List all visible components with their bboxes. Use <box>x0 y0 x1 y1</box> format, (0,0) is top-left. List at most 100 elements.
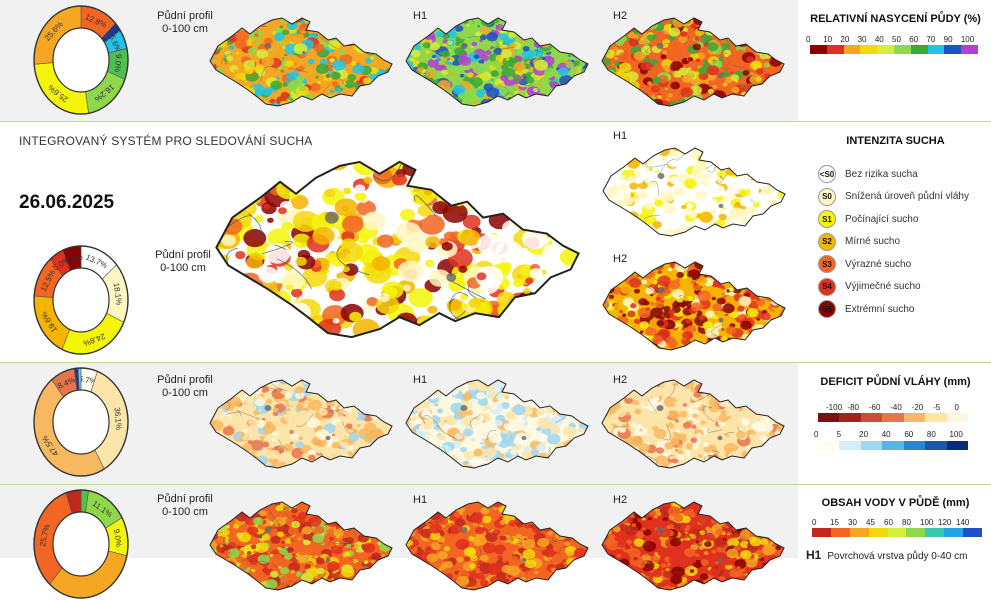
saturation-map-h2 <box>601 17 785 107</box>
deficit-positive-ticks: 0 5 20 40 60 80 100 <box>814 430 972 439</box>
h1-label: H1 <box>413 10 428 22</box>
scale-tick-label: 120 <box>938 518 952 527</box>
water-color-scale <box>812 528 983 537</box>
deficit-map-profile <box>209 379 393 469</box>
scale-color-swatch <box>925 528 945 537</box>
donut-chart-water: 11.1%9.0%25.7% <box>33 489 129 599</box>
scale-tick-label: 90 <box>943 35 953 44</box>
row-separator <box>798 362 991 363</box>
saturation-map-h1 <box>405 17 589 107</box>
water-map-h1 <box>405 501 589 591</box>
scale-tick-label: -40 <box>890 403 902 412</box>
drought-level-label: Snížená úroveň půdní vláhy <box>845 191 969 203</box>
scale-color-swatch <box>963 528 983 537</box>
donut-chart-deficit: 5.7%36.1%47.5%8.4% <box>33 367 129 477</box>
water-map-h2 <box>601 501 785 591</box>
legend-footer-code: H1 <box>806 548 822 562</box>
drought-level-badge: S2 <box>818 232 836 251</box>
scale-color-swatch <box>906 528 926 537</box>
drought-map-h2 <box>602 261 786 351</box>
profile-label: Půdní profil 0-100 cm <box>155 249 211 274</box>
scale-tick-label: 80 <box>902 518 911 527</box>
donut-chart-drought: 13.7%18.1%24.8%19.6%12.5%5.0%6.3% <box>33 245 129 355</box>
drought-level-badge: S4 <box>818 277 836 296</box>
scale-tick-label: 140 <box>956 518 970 527</box>
scale-color-swatch <box>910 45 928 54</box>
scale-color-swatch <box>903 413 926 422</box>
scale-color-swatch <box>826 45 844 54</box>
drought-level-label: Mírné sucho <box>845 236 901 248</box>
scale-color-swatch <box>860 45 878 54</box>
scale-tick-label: 50 <box>892 35 901 44</box>
drought-level-label: Extrémní sucho <box>845 303 915 315</box>
scale-color-swatch <box>830 528 850 537</box>
deficit-positive-scale <box>818 441 968 450</box>
scale-color-swatch <box>849 528 869 537</box>
scale-color-swatch <box>818 441 840 450</box>
scale-tick-label: 40 <box>881 430 891 439</box>
scale-color-swatch <box>818 413 840 422</box>
scale-tick-label: 60 <box>884 518 893 527</box>
drought-level-badge: S3 <box>818 255 836 274</box>
water-scale-ticks: 0 15 30 45 60 80 100 120 140 <box>812 518 974 527</box>
scale-tick-label: 0 <box>954 403 959 412</box>
row-separator <box>0 484 991 485</box>
scale-tick-label: 100 <box>960 35 975 44</box>
drought-legend-item: S4 Výjimečné sucho <box>818 276 969 299</box>
deficit-negative-ticks: -100 -80 -60 -40 -20 -5 0 <box>826 403 976 412</box>
deficit-negative-scale <box>818 413 968 422</box>
scale-color-swatch <box>868 528 888 537</box>
scale-tick-label: -5 <box>933 403 941 412</box>
legend-footer-text: Povrchová vrstva půdy 0-40 cm <box>827 551 968 562</box>
scale-color-swatch <box>927 45 945 54</box>
drought-level-badge: S0 <box>818 187 836 206</box>
scale-color-swatch <box>810 45 827 54</box>
scale-tick-label: 30 <box>857 35 867 44</box>
scale-color-swatch <box>839 413 861 422</box>
scale-color-swatch <box>882 413 904 422</box>
scale-color-swatch <box>877 45 894 54</box>
scale-color-swatch <box>860 441 883 450</box>
drought-legend-title: INTENZITA SUCHA <box>846 135 945 147</box>
h2-label: H2 <box>613 374 628 386</box>
donut-segment-label: 9.0% <box>112 528 124 547</box>
row-separator <box>798 484 991 485</box>
scale-tick-label: 80 <box>926 430 936 439</box>
profile-label: Půdní profil 0-100 cm <box>157 493 213 518</box>
scale-color-swatch <box>843 45 861 54</box>
drought-level-badge: <S0 <box>818 165 836 184</box>
scale-tick-label: -80 <box>847 403 859 412</box>
drought-legend-item: S3 Výrazné sucho <box>818 253 969 276</box>
scale-tick-label: 45 <box>866 518 875 527</box>
drought-level-label: Počínající sucho <box>845 213 919 225</box>
drought-level-label: Bez rizika sucha <box>845 168 918 180</box>
saturation-scale-ticks: 0 10 20 30 40 50 60 70 90 100 <box>806 35 978 44</box>
scale-tick-label: 10 <box>823 35 833 44</box>
scale-color-swatch <box>946 441 968 450</box>
scale-tick-label: -20 <box>911 403 924 412</box>
scale-color-swatch <box>961 45 978 54</box>
date-label: 26.06.2025 <box>19 192 115 213</box>
scale-tick-label: 60 <box>909 35 919 44</box>
saturation-legend-title: RELATIVNÍ NASYCENÍ PŮDY (%) <box>810 13 981 25</box>
saturation-map-profile <box>209 17 393 107</box>
scale-color-swatch <box>812 528 831 537</box>
h2-label: H2 <box>613 10 628 22</box>
row-separator <box>0 121 991 122</box>
scale-tick-label: 15 <box>830 518 839 527</box>
profile-label: Půdní profil 0-100 cm <box>157 10 213 35</box>
drought-level-label: Výjimečné sucho <box>845 281 921 293</box>
saturation-color-scale <box>810 45 978 54</box>
drought-map-profile <box>215 160 580 339</box>
drought-level-label: Výrazné sucho <box>845 258 912 270</box>
scale-tick-label: 0 <box>814 430 819 439</box>
scale-color-swatch <box>882 441 904 450</box>
legend-footer: H1 Povrchová vrstva půdy 0-40 cm <box>806 548 967 562</box>
deficit-legend-title: DEFICIT PŮDNÍ VLÁHY (mm) <box>820 376 971 388</box>
scale-color-swatch <box>860 413 883 422</box>
drought-legend-item: S5 Extrémní sucho <box>818 298 969 321</box>
scale-tick-label: 100 <box>949 430 963 439</box>
row-separator <box>0 362 991 363</box>
h1-label: H1 <box>613 130 628 142</box>
drought-level-badge: S5 <box>818 300 836 319</box>
